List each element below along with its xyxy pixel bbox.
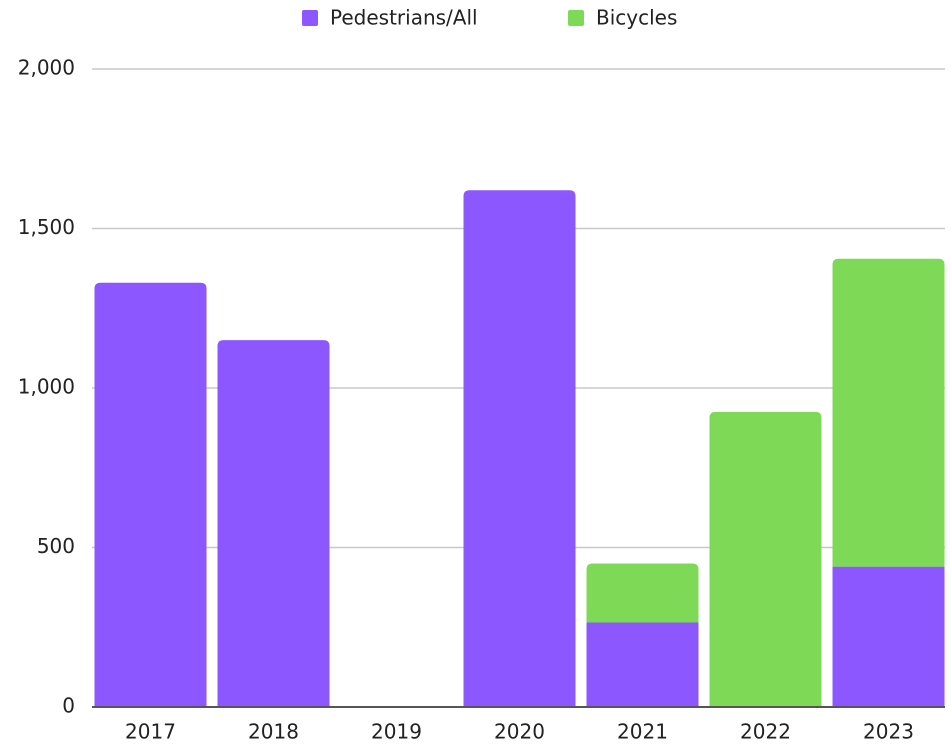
y-tick-label: 500 bbox=[37, 534, 75, 558]
y-tick-label: 1,500 bbox=[18, 215, 75, 239]
x-tick-label: 2017 bbox=[125, 720, 176, 744]
y-tick-label: 0 bbox=[62, 694, 75, 718]
bar bbox=[217, 340, 330, 707]
legend-swatch bbox=[568, 10, 584, 26]
legend-swatch bbox=[302, 10, 318, 26]
bar bbox=[586, 622, 699, 707]
y-tick-label: 1,000 bbox=[18, 375, 75, 399]
x-tick-label: 2022 bbox=[740, 720, 791, 744]
bar bbox=[463, 190, 576, 708]
x-tick-label: 2021 bbox=[617, 720, 668, 744]
legend-label: Pedestrians/All bbox=[330, 6, 478, 30]
bar bbox=[94, 282, 207, 707]
legend-label: Bicycles bbox=[596, 6, 677, 30]
bar bbox=[586, 563, 699, 623]
bar bbox=[832, 258, 945, 567]
y-tick-label: 2,000 bbox=[18, 56, 75, 80]
x-tick-label: 2023 bbox=[863, 720, 914, 744]
bar bbox=[709, 411, 822, 707]
x-tick-label: 2018 bbox=[248, 720, 299, 744]
x-tick-label: 2019 bbox=[371, 720, 422, 744]
x-tick-label: 2020 bbox=[494, 720, 545, 744]
bar bbox=[832, 566, 945, 707]
